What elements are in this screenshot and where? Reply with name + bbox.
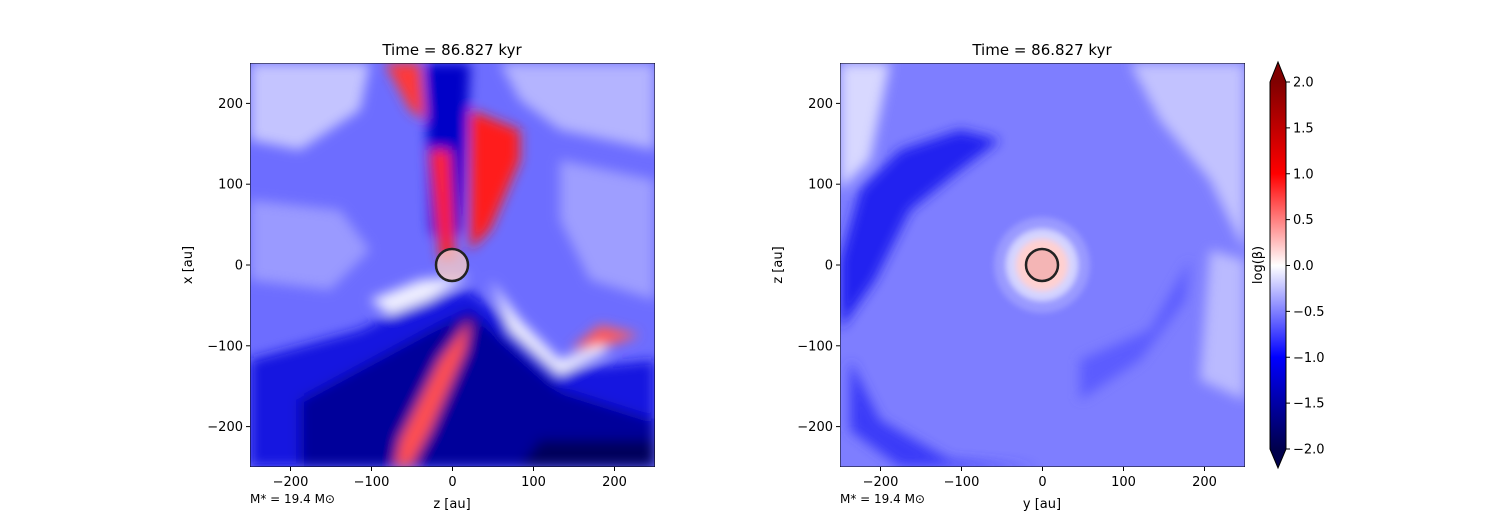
colorbar-max-extend (1270, 62, 1286, 82)
left-ticks: −200 −100 0 100 200 200 100 0 −100 −200 (207, 97, 627, 490)
left-ytick-label: −100 (207, 339, 243, 354)
left-red-jet-right (470, 110, 520, 250)
right-mid-ring (1080, 260, 1190, 400)
right-xtick-label: −100 (944, 475, 980, 490)
left-ylabel: x [au] (181, 246, 196, 284)
left-xtick-label: 0 (448, 475, 456, 490)
left-protostar-marker (434, 247, 470, 283)
left-ytick-label: −200 (207, 420, 243, 435)
right-ylabel: z [au] (771, 246, 786, 283)
right-ytick-label: −200 (797, 420, 833, 435)
left-field-structures (250, 63, 655, 467)
right-xtick-label: 200 (1192, 475, 1217, 490)
colorbar-tick-label: 2.0 (1293, 76, 1314, 91)
right-xlabel: y [au] (1023, 497, 1061, 512)
left-white-streak (490, 280, 610, 375)
right-ytick-label: −100 (797, 339, 833, 354)
right-xtick-label: 100 (1111, 475, 1136, 490)
left-pale-region-right (560, 160, 655, 300)
left-annotation: M* = 19.4 M⊙ (250, 492, 335, 506)
left-xtick-label: 100 (521, 475, 546, 490)
colorbar-tick-label: −1.5 (1293, 397, 1325, 412)
colorbar-min-extend (1270, 449, 1286, 468)
right-ticks: −200 −100 0 100 200 200 100 0 −100 −200 (797, 97, 1217, 490)
right-ytick-label: 0 (825, 259, 833, 274)
colorbar-ticks: 2.0 1.5 1.0 0.5 0.0 −0.5 −1.0 −1.5 −2.0 (1286, 76, 1325, 458)
right-field-structures (840, 63, 1245, 467)
right-ytick-label: 200 (808, 97, 833, 112)
right-pale-corner-top-right (1130, 63, 1245, 250)
left-xtick-label: 200 (602, 475, 627, 490)
colorbar-tick-label: −1.0 (1293, 351, 1325, 366)
colorbar-tick-label: 0.0 (1293, 259, 1314, 274)
colorbar-tick-label: 1.0 (1293, 167, 1314, 182)
left-dark-region-core (300, 310, 655, 467)
right-pale-corner-top-left (840, 63, 890, 190)
left-ytick-label: 100 (218, 178, 243, 193)
left-title: Time = 86.827 kyr (381, 41, 522, 59)
right-ytick-label: 100 (808, 178, 833, 193)
left-panel: Time = 86.827 kyr (181, 41, 655, 512)
left-heatmap (250, 63, 655, 467)
right-xtick-label: 0 (1038, 475, 1046, 490)
right-panel: Time = 86.827 kyr −200 −100 0 100 200 200 100 0… (771, 41, 1245, 512)
right-annotation: M* = 19.4 M⊙ (840, 492, 925, 506)
left-xtick-label: −200 (273, 475, 309, 490)
left-xtick-label: −100 (354, 475, 390, 490)
colorbar: 2.0 1.5 1.0 0.5 0.0 −0.5 −1.0 −1.5 −2.0 log(β) (1251, 60, 1325, 470)
left-red-jet-top (385, 63, 425, 120)
left-pale-region-left (250, 200, 370, 290)
left-darkest-corner (520, 440, 655, 467)
left-pale-region-top-left (250, 63, 370, 150)
colorbar-label: log(β) (1251, 246, 1266, 284)
right-dark-arm-lower (850, 360, 1040, 467)
left-ytick-label: 200 (218, 97, 243, 112)
left-red-jet-upper (430, 150, 455, 260)
right-protostar-marker (1024, 247, 1060, 283)
left-red-streak-right (570, 325, 640, 350)
left-white-arc (370, 275, 470, 315)
left-pale-region-top-right (500, 63, 655, 150)
colorbar-tick-label: 1.5 (1293, 121, 1314, 136)
left-xlabel: z [au] (433, 497, 470, 512)
left-red-jet-lower (395, 320, 470, 467)
right-title: Time = 86.827 kyr (971, 41, 1112, 59)
colorbar-tick-label: −0.5 (1293, 305, 1325, 320)
left-ytick-label: 0 (235, 259, 243, 274)
right-xtick-label: −200 (863, 475, 899, 490)
colorbar-tick-label: −2.0 (1293, 443, 1325, 458)
colorbar-tick-label: 0.5 (1293, 213, 1314, 228)
right-dark-spiral-arm (840, 130, 1000, 330)
right-pale-edge-right (1200, 250, 1245, 400)
colorbar-gradient (1270, 82, 1286, 449)
